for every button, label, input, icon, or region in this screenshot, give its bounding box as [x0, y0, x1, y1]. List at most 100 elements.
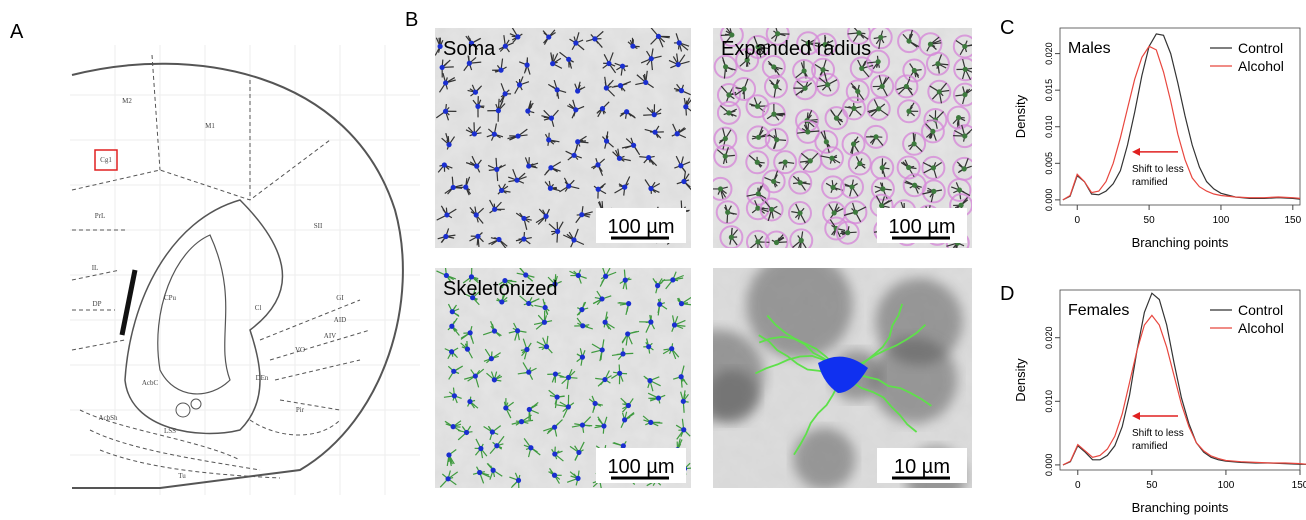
soma — [625, 331, 630, 336]
soma — [596, 187, 601, 192]
soma — [676, 62, 681, 67]
soma — [879, 203, 884, 208]
soma — [656, 34, 661, 39]
soma — [463, 185, 468, 190]
soma — [592, 36, 597, 41]
soma — [755, 160, 760, 165]
soma — [465, 347, 470, 352]
x-axis-label: Branching points — [1132, 235, 1229, 250]
soma — [756, 191, 761, 196]
legend-label: Alcohol — [1238, 320, 1284, 336]
soma — [516, 478, 521, 483]
scale-label: 100 µm — [607, 216, 674, 238]
soma — [519, 419, 524, 424]
soma — [829, 156, 834, 161]
soma — [769, 207, 774, 212]
soma — [451, 185, 456, 190]
soma — [549, 116, 554, 121]
soma — [566, 183, 571, 188]
soma — [801, 68, 806, 73]
soma — [621, 443, 626, 448]
soma — [515, 133, 520, 138]
soma — [808, 158, 813, 163]
soma — [464, 430, 469, 435]
soma — [880, 186, 885, 191]
soma — [876, 59, 881, 64]
soma — [771, 64, 776, 69]
soma — [548, 165, 553, 170]
soma — [526, 370, 531, 375]
x-axis-label: Branching points — [1132, 500, 1229, 515]
region-label: Tu — [178, 472, 186, 480]
soma — [492, 377, 497, 382]
soma — [646, 344, 651, 349]
blob — [793, 428, 855, 490]
region-label: DEn — [256, 374, 269, 382]
soma — [859, 66, 864, 71]
y-tick-label: 0.010 — [1044, 115, 1054, 138]
soma — [755, 239, 760, 244]
legend-label: Control — [1238, 40, 1283, 56]
soma — [620, 351, 625, 356]
soma — [475, 104, 480, 109]
soma — [726, 92, 731, 97]
soma — [449, 349, 454, 354]
soma — [931, 189, 936, 194]
soma — [956, 115, 961, 120]
legend-label: Control — [1238, 302, 1283, 318]
soma — [880, 84, 885, 89]
y-axis-label: Density — [1013, 94, 1028, 138]
soma — [468, 330, 473, 335]
soma — [617, 156, 622, 161]
soma — [499, 188, 504, 193]
soma — [552, 451, 557, 456]
soma — [546, 137, 551, 142]
scale-label: 100 µm — [607, 456, 674, 478]
micrograph-label: Soma — [443, 38, 496, 60]
region-label: AIV — [324, 332, 336, 340]
soma — [467, 61, 472, 66]
y-tick-label: 0.010 — [1044, 390, 1054, 413]
region-label: IL — [92, 264, 99, 272]
soma — [494, 443, 499, 448]
soma — [496, 108, 501, 113]
panel-label: C — [1000, 17, 1014, 39]
soma — [648, 319, 653, 324]
soma — [600, 347, 605, 352]
soma — [566, 375, 571, 380]
soma — [631, 143, 636, 148]
soma — [805, 129, 810, 134]
soma — [912, 68, 917, 73]
soma — [600, 106, 605, 111]
soma — [873, 134, 878, 139]
soma — [647, 378, 652, 383]
region-label: AcbSh — [98, 414, 118, 422]
soma — [496, 237, 501, 242]
figure: A B C D M2 M1 Cg1 PrL SII IL DP CPu Cl G… — [0, 0, 1306, 520]
y-tick-label: 0.005 — [1044, 152, 1054, 175]
blob — [746, 252, 853, 359]
soma — [618, 83, 623, 88]
soma — [543, 214, 548, 219]
soma — [579, 212, 584, 217]
soma — [771, 179, 776, 184]
soma — [452, 393, 457, 398]
soma — [571, 237, 576, 242]
soma — [438, 44, 443, 49]
soma — [931, 165, 936, 170]
soma — [575, 476, 580, 481]
soma — [718, 186, 723, 191]
soma — [552, 473, 557, 478]
soma — [445, 476, 450, 481]
soma — [679, 88, 684, 93]
soma — [962, 166, 967, 171]
soma — [566, 404, 571, 409]
soma — [963, 67, 968, 72]
soma — [573, 40, 578, 45]
soma — [478, 446, 483, 451]
soma — [652, 112, 657, 117]
soma — [630, 44, 635, 49]
soma — [962, 44, 967, 49]
soma — [774, 240, 779, 245]
